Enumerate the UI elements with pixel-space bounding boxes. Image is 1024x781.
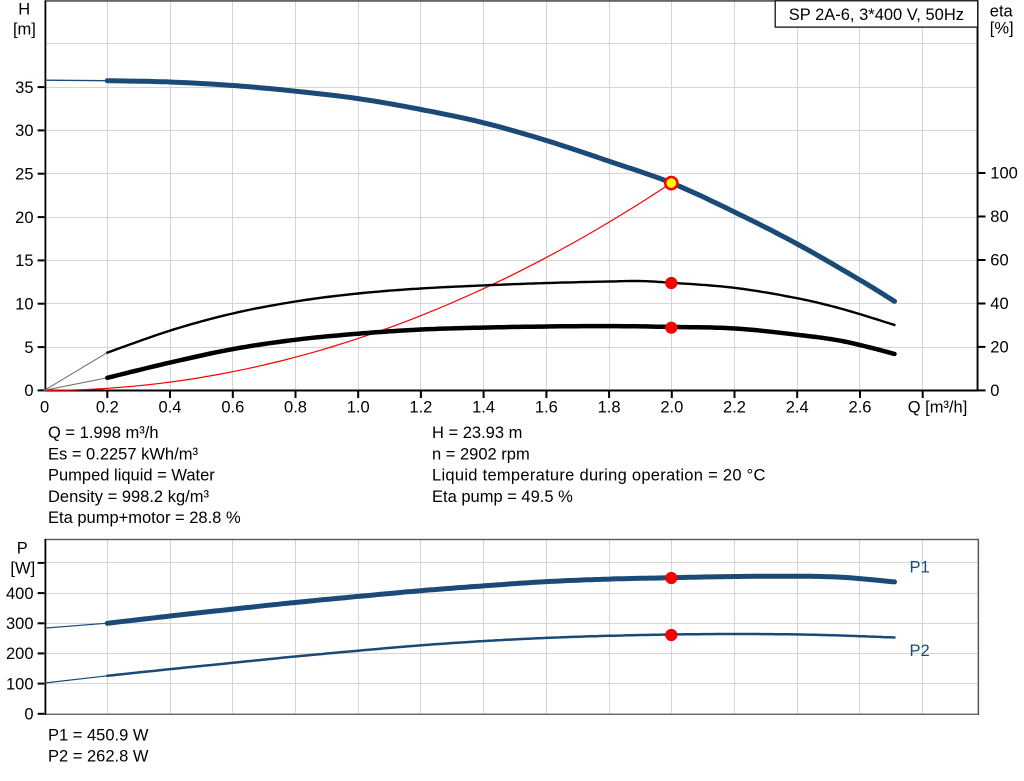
svg-text:0.4: 0.4 — [159, 399, 182, 417]
svg-text:P2 = 262.8 W: P2 = 262.8 W — [48, 748, 149, 766]
svg-text:Liquid temperature during oper: Liquid temperature during operation = 20… — [432, 467, 766, 485]
svg-text:0.2: 0.2 — [96, 399, 119, 417]
svg-text:Es = 0.2257 kWh/m³: Es = 0.2257 kWh/m³ — [48, 445, 198, 463]
svg-text:2.4: 2.4 — [786, 399, 809, 417]
svg-text:Pumped liquid = Water: Pumped liquid = Water — [48, 467, 215, 485]
svg-text:15: 15 — [15, 252, 33, 270]
svg-text:2.2: 2.2 — [723, 399, 746, 417]
svg-text:[m]: [m] — [13, 21, 36, 39]
svg-text:80: 80 — [990, 208, 1008, 226]
svg-text:0: 0 — [40, 399, 49, 417]
svg-text:[%]: [%] — [990, 19, 1014, 37]
svg-text:400: 400 — [6, 585, 34, 603]
svg-text:eta: eta — [990, 3, 1014, 21]
svg-text:1.2: 1.2 — [409, 399, 432, 417]
svg-text:2.0: 2.0 — [660, 399, 683, 417]
svg-text:Q = 1.998 m³/h: Q = 1.998 m³/h — [48, 424, 159, 442]
svg-text:Q [m³/h]: Q [m³/h] — [908, 399, 968, 417]
svg-text:40: 40 — [990, 295, 1008, 313]
svg-text:Eta pump = 49.5 %: Eta pump = 49.5 % — [432, 488, 573, 506]
svg-text:35: 35 — [15, 79, 33, 97]
svg-text:H: H — [18, 1, 30, 19]
svg-text:0: 0 — [24, 382, 33, 400]
svg-text:P2: P2 — [910, 642, 930, 660]
svg-text:2.6: 2.6 — [849, 399, 872, 417]
svg-text:P: P — [17, 539, 28, 557]
svg-text:100: 100 — [6, 675, 34, 693]
svg-text:[W]: [W] — [10, 559, 35, 577]
svg-text:1.6: 1.6 — [535, 399, 558, 417]
svg-text:25: 25 — [15, 165, 33, 183]
svg-text:300: 300 — [6, 615, 34, 633]
svg-text:20: 20 — [15, 209, 33, 227]
svg-text:P1 = 450.9 W: P1 = 450.9 W — [48, 727, 149, 745]
svg-text:30: 30 — [15, 122, 33, 140]
svg-text:0: 0 — [24, 706, 33, 724]
svg-text:10: 10 — [15, 295, 33, 313]
svg-text:SP 2A-6, 3*400 V, 50Hz: SP 2A-6, 3*400 V, 50Hz — [789, 6, 964, 24]
svg-text:20: 20 — [990, 339, 1008, 357]
svg-text:200: 200 — [6, 645, 34, 663]
svg-text:1.8: 1.8 — [598, 399, 621, 417]
svg-text:P1: P1 — [910, 559, 930, 577]
svg-text:H = 23.93 m: H = 23.93 m — [432, 424, 522, 442]
svg-text:0.6: 0.6 — [221, 399, 244, 417]
svg-text:n = 2902 rpm: n = 2902 rpm — [432, 445, 530, 463]
svg-text:0: 0 — [990, 382, 999, 400]
svg-text:60: 60 — [990, 252, 1008, 270]
svg-text:5: 5 — [24, 339, 33, 357]
svg-text:Density = 998.2 kg/m³: Density = 998.2 kg/m³ — [48, 488, 209, 506]
svg-text:100: 100 — [990, 165, 1018, 183]
svg-text:1.0: 1.0 — [347, 399, 370, 417]
svg-text:1.4: 1.4 — [472, 399, 495, 417]
svg-text:Eta pump+motor = 28.8 %: Eta pump+motor = 28.8 % — [48, 509, 241, 527]
svg-text:0.8: 0.8 — [284, 399, 307, 417]
